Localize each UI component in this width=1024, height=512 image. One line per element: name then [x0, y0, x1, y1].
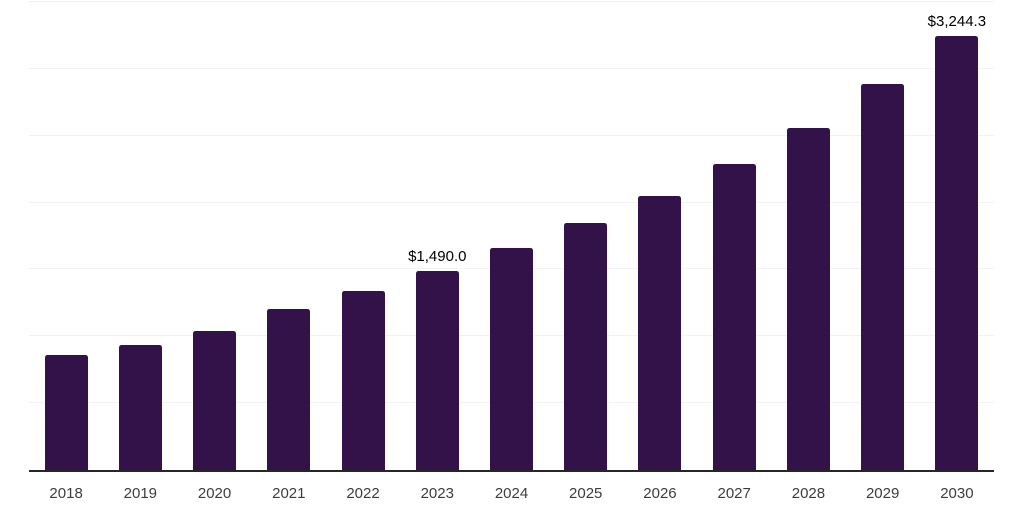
bar-2019[interactable] — [118, 344, 162, 470]
bar-2024[interactable] — [490, 248, 533, 470]
x-label-2030: 2030 — [940, 485, 974, 502]
bar-2027[interactable] — [712, 163, 756, 470]
bar-2030[interactable] — [935, 36, 979, 470]
x-label-2029: 2029 — [865, 485, 900, 502]
x-label-2018: 2018 — [49, 485, 83, 502]
bar-2022[interactable] — [341, 290, 385, 470]
x-label-2019: 2019 — [123, 485, 158, 502]
gridline-3000 — [29, 67, 994, 69]
x-label-2024: 2024 — [494, 485, 529, 502]
x-label-2028: 2028 — [791, 485, 826, 502]
bar-2029[interactable] — [861, 83, 905, 470]
bar-2025[interactable] — [564, 223, 608, 470]
bar-2018[interactable] — [44, 355, 88, 470]
data-label-2030: $3,244.3 — [927, 13, 987, 31]
x-label-2027: 2027 — [717, 485, 751, 502]
data-label-2023: $1,490.0 — [408, 247, 467, 265]
gridline-2000 — [29, 201, 994, 203]
bar-2026[interactable] — [638, 195, 682, 470]
bar-2028[interactable] — [786, 127, 830, 470]
x-label-2025: 2025 — [569, 485, 603, 502]
x-label-2020: 2020 — [197, 485, 232, 502]
bar-2021[interactable] — [267, 308, 311, 470]
plot-area: $1,490.0 $3,244.3 — [29, 1, 994, 472]
x-label-2022: 2022 — [346, 485, 380, 502]
x-label-2023: 2023 — [420, 485, 454, 502]
bar-2023[interactable] — [415, 270, 459, 470]
x-label-2021: 2021 — [272, 485, 306, 502]
x-label-2026: 2026 — [643, 485, 677, 502]
bar-2020[interactable] — [193, 330, 237, 470]
x-axis: 2018 2019 2020 2021 2022 2023 2024 2025 2026 2027… — [29, 484, 994, 504]
gridline-2500 — [29, 134, 994, 136]
gridline-3500 — [29, 1, 994, 2]
